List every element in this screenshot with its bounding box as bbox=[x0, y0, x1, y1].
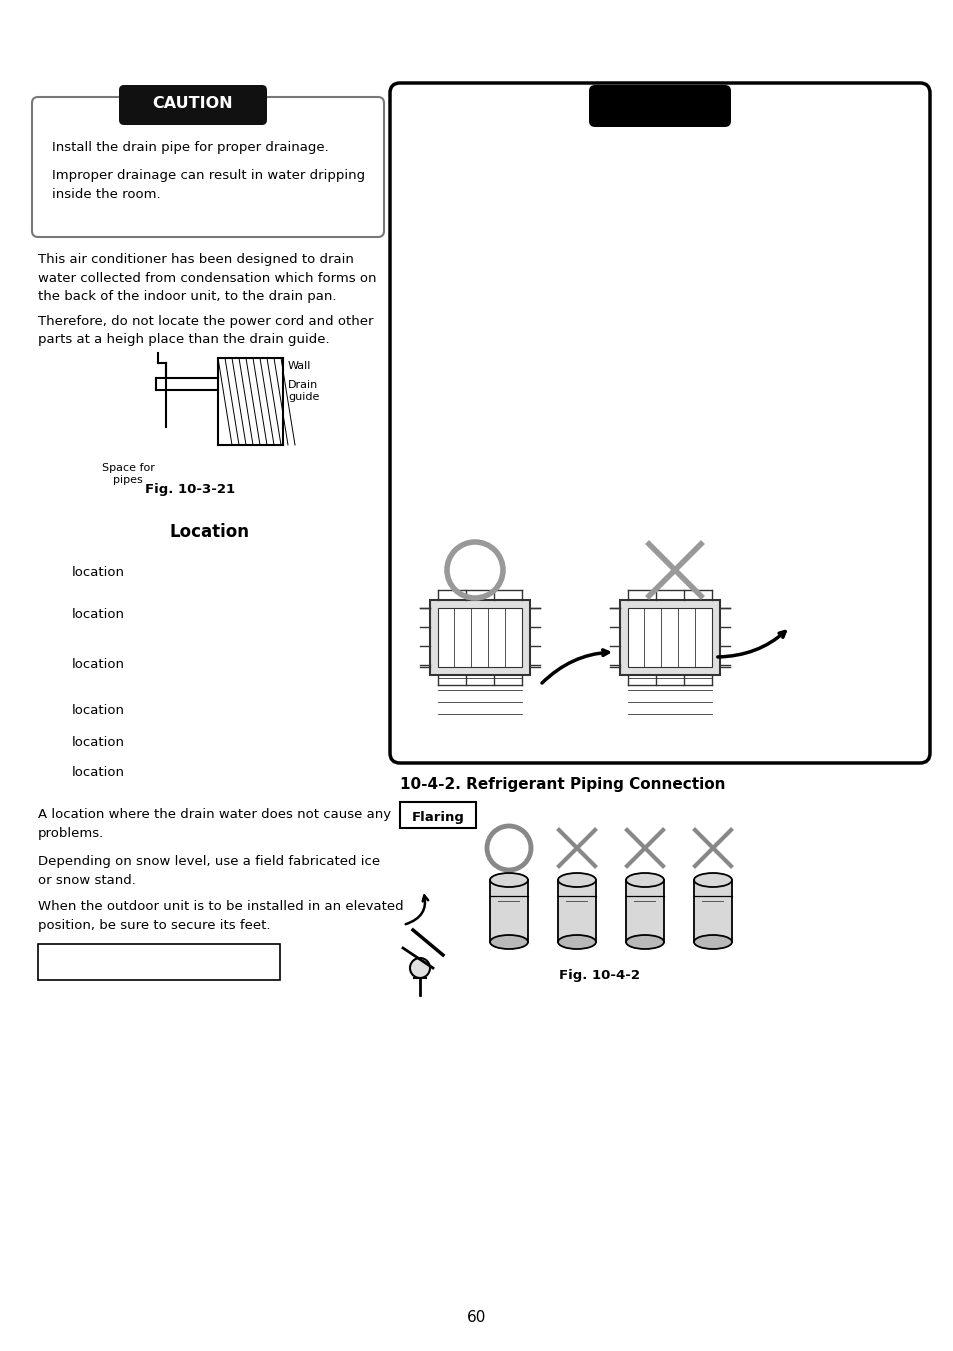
Text: Therefore, do not locate the power cord and other
parts at a heigh place than th: Therefore, do not locate the power cord … bbox=[38, 315, 374, 346]
Bar bbox=[437, 608, 521, 667]
FancyBboxPatch shape bbox=[588, 85, 730, 127]
Text: Fig. 10-3-21: Fig. 10-3-21 bbox=[145, 484, 234, 497]
Bar bbox=[430, 600, 530, 676]
Bar bbox=[619, 600, 720, 676]
Ellipse shape bbox=[490, 935, 527, 948]
FancyBboxPatch shape bbox=[119, 85, 267, 126]
Text: CAUTION: CAUTION bbox=[152, 96, 233, 112]
Ellipse shape bbox=[490, 873, 527, 888]
Text: location: location bbox=[71, 658, 125, 671]
Ellipse shape bbox=[625, 935, 663, 948]
Ellipse shape bbox=[558, 873, 596, 888]
Text: location: location bbox=[71, 704, 125, 717]
Bar bbox=[399, 802, 476, 828]
Text: inside the room.: inside the room. bbox=[52, 189, 160, 201]
Bar bbox=[490, 880, 527, 942]
Text: A location where the drain water does not cause any
problems.: A location where the drain water does no… bbox=[38, 808, 391, 839]
Text: Flaring: Flaring bbox=[411, 811, 464, 824]
Ellipse shape bbox=[693, 935, 731, 948]
Text: location: location bbox=[71, 766, 125, 778]
Ellipse shape bbox=[558, 935, 596, 948]
Text: Install the drain pipe for proper drainage.: Install the drain pipe for proper draina… bbox=[52, 142, 329, 154]
Text: 60: 60 bbox=[467, 1310, 486, 1325]
Text: location: location bbox=[71, 735, 125, 748]
Text: Space for
pipes: Space for pipes bbox=[101, 463, 154, 485]
Ellipse shape bbox=[625, 873, 663, 888]
Circle shape bbox=[410, 958, 430, 978]
Text: Fig. 10-4-2: Fig. 10-4-2 bbox=[558, 969, 639, 981]
Text: location: location bbox=[71, 566, 125, 580]
Bar bbox=[38, 944, 280, 979]
Text: Improper drainage can result in water dripping: Improper drainage can result in water dr… bbox=[52, 169, 365, 181]
FancyBboxPatch shape bbox=[32, 97, 384, 236]
Bar bbox=[558, 880, 596, 942]
Text: 10-4-2. Refrigerant Piping Connection: 10-4-2. Refrigerant Piping Connection bbox=[399, 777, 724, 793]
Bar bbox=[625, 880, 663, 942]
FancyBboxPatch shape bbox=[390, 82, 929, 763]
Bar bbox=[693, 880, 731, 942]
Text: This air conditioner has been designed to drain
water collected from condensatio: This air conditioner has been designed t… bbox=[38, 253, 376, 303]
Ellipse shape bbox=[693, 873, 731, 888]
Text: Depending on snow level, use a field fabricated ice
or snow stand.: Depending on snow level, use a field fab… bbox=[38, 855, 379, 886]
Text: When the outdoor unit is to be installed in an elevated
position, be sure to sec: When the outdoor unit is to be installed… bbox=[38, 900, 403, 931]
Text: Wall: Wall bbox=[288, 361, 311, 372]
Text: Drain
guide: Drain guide bbox=[288, 380, 319, 401]
Bar bbox=[627, 608, 711, 667]
Text: location: location bbox=[71, 608, 125, 620]
Text: Location: Location bbox=[170, 523, 250, 540]
